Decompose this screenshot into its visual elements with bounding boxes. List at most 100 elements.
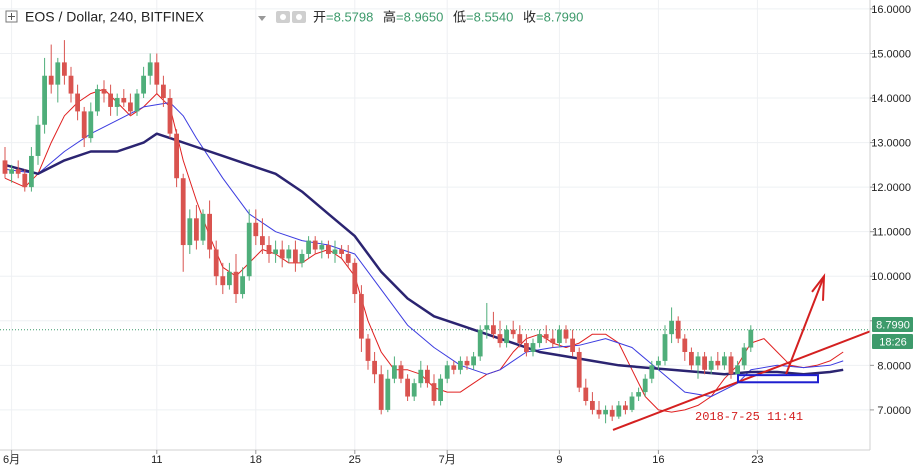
candle[interactable] [48,44,54,94]
candle[interactable] [418,360,424,388]
candle[interactable] [537,329,542,348]
candle[interactable] [675,316,681,344]
candle[interactable] [682,334,688,361]
candle[interactable] [596,400,602,419]
candle[interactable] [530,338,536,357]
candle[interactable] [187,209,193,254]
candle[interactable] [543,325,549,344]
candle[interactable] [656,356,661,370]
candle[interactable] [702,351,707,375]
candle[interactable] [233,253,239,303]
candle[interactable] [451,360,457,375]
drawings[interactable]: 2018-7-25 11:41 [612,273,915,431]
candle[interactable] [616,400,622,419]
candle[interactable] [708,356,714,375]
candle[interactable] [147,53,153,85]
candle[interactable] [101,80,107,103]
candle[interactable] [570,329,575,357]
candle[interactable] [484,302,490,339]
candle[interactable] [22,169,28,192]
candle[interactable] [359,285,364,352]
candle[interactable] [722,351,727,370]
candle[interactable] [88,102,94,143]
support-trendline[interactable] [612,313,915,431]
candle[interactable] [438,374,443,406]
candle[interactable] [260,218,265,254]
symbol-title[interactable]: EOS / Dollar, 240, BITFINEX [25,9,205,25]
candle[interactable] [524,334,529,357]
candle[interactable] [728,351,734,379]
candle[interactable] [339,245,344,259]
candle[interactable] [128,93,133,116]
candle[interactable] [55,57,61,103]
candle[interactable] [306,236,311,259]
candle[interactable] [378,365,384,415]
candle[interactable] [504,325,509,348]
candle[interactable] [15,160,21,179]
candle[interactable] [444,360,450,384]
candle[interactable] [286,245,292,263]
candle[interactable] [180,173,186,272]
candle[interactable] [603,405,608,424]
candle[interactable] [266,236,272,263]
candle[interactable] [326,240,331,259]
candle[interactable] [345,245,351,268]
candle[interactable] [121,89,127,107]
candle[interactable] [517,325,523,348]
candle[interactable] [114,93,120,116]
candle[interactable] [141,66,146,99]
candle[interactable] [2,147,8,179]
candle[interactable] [609,405,615,422]
candle[interactable] [583,378,589,406]
candle[interactable] [425,365,430,388]
candle[interactable] [319,240,325,259]
candle[interactable] [365,334,371,370]
candle[interactable] [81,106,87,148]
candle[interactable] [689,347,694,370]
candle[interactable] [372,351,377,384]
candle[interactable] [279,240,285,268]
candle[interactable] [161,75,166,107]
candle[interactable] [662,325,668,366]
candle[interactable] [471,351,476,370]
candle[interactable] [398,360,404,384]
candle[interactable] [563,325,569,344]
candle[interactable] [695,351,701,379]
candle[interactable] [227,262,232,290]
candle[interactable] [35,115,41,165]
candle[interactable] [741,343,747,370]
candle[interactable] [411,378,417,401]
candle[interactable] [62,40,67,85]
candle[interactable] [669,307,674,344]
candle[interactable] [95,84,100,116]
candle[interactable] [431,374,437,406]
candle[interactable] [108,84,113,116]
candle[interactable] [477,325,483,361]
candle[interactable] [623,400,628,415]
candle[interactable] [167,89,173,139]
candle[interactable] [405,374,410,401]
candle[interactable] [590,392,595,415]
timestamp-annotation[interactable]: 2018-7-25 11:41 [695,410,803,424]
candle[interactable] [154,53,160,94]
candle[interactable] [576,347,582,393]
candle[interactable] [246,209,252,281]
candle[interactable] [253,209,259,246]
candle[interactable] [9,164,14,183]
candle[interactable] [213,240,219,286]
candle[interactable] [68,66,74,103]
candle[interactable] [352,258,358,303]
candle[interactable] [240,267,245,299]
candle[interactable] [42,57,47,134]
target-arrow-line[interactable] [785,275,825,375]
candle[interactable] [557,325,562,348]
candle[interactable] [207,200,212,259]
candle[interactable] [29,147,34,192]
candle[interactable] [636,387,641,401]
candle[interactable] [491,311,496,339]
candle[interactable] [385,369,391,413]
candle[interactable] [629,392,635,413]
candle[interactable] [194,204,199,250]
